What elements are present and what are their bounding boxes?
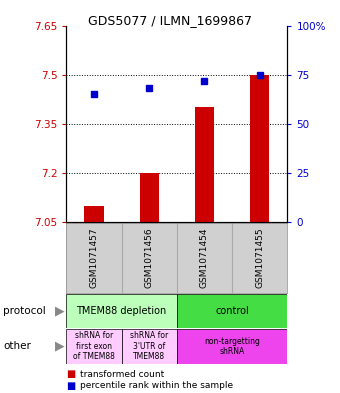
Text: ■: ■ — [66, 381, 75, 391]
Text: GDS5077 / ILMN_1699867: GDS5077 / ILMN_1699867 — [88, 14, 252, 27]
Text: transformed count: transformed count — [80, 370, 164, 378]
Text: ■: ■ — [66, 369, 75, 379]
Text: shRNA for
first exon
of TMEM88: shRNA for first exon of TMEM88 — [73, 331, 115, 361]
Text: control: control — [215, 306, 249, 316]
Text: GSM1071454: GSM1071454 — [200, 228, 209, 288]
Text: GSM1071455: GSM1071455 — [255, 228, 264, 288]
Text: GSM1071457: GSM1071457 — [89, 228, 98, 288]
Text: TMEM88 depletion: TMEM88 depletion — [76, 306, 167, 316]
Text: ▶: ▶ — [55, 304, 64, 318]
Bar — [122, 329, 177, 364]
Text: ▶: ▶ — [55, 340, 64, 353]
Bar — [139, 173, 159, 222]
Bar — [66, 329, 122, 364]
Text: percentile rank within the sample: percentile rank within the sample — [80, 382, 233, 390]
Text: protocol: protocol — [3, 306, 46, 316]
Bar — [66, 294, 177, 328]
Text: GSM1071456: GSM1071456 — [145, 228, 154, 288]
Text: shRNA for
3'UTR of
TMEM88: shRNA for 3'UTR of TMEM88 — [130, 331, 168, 361]
Bar — [177, 329, 287, 364]
Bar — [84, 206, 104, 222]
Text: other: other — [3, 341, 31, 351]
Bar — [195, 107, 214, 222]
Text: non-targetting
shRNA: non-targetting shRNA — [204, 336, 260, 356]
Bar — [177, 294, 287, 328]
Bar — [250, 75, 269, 222]
